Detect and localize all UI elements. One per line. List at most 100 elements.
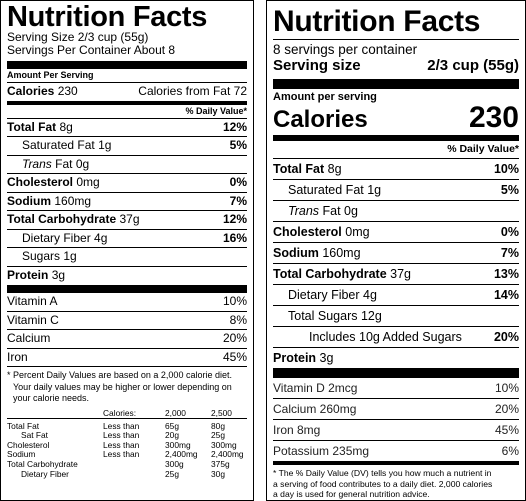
nutrient-dv: 7% — [500, 246, 519, 260]
nutrient-dv: 20% — [493, 330, 519, 344]
nutrient-amount: 37g — [119, 212, 140, 226]
table-row: Total Fat Less than 65g 80g — [7, 420, 247, 432]
new-label-title: Nutrition Facts — [273, 5, 481, 38]
nutrient-name: Dietary Fiber — [288, 288, 360, 302]
nutrient-name: Cholesterol — [7, 175, 74, 189]
new-vitamin-row: Iron 8mg 45% — [273, 419, 519, 440]
vitamin-name: Vitamin C — [7, 312, 59, 327]
table-row: Sodium Less than 2,400mg 2,400mg — [7, 450, 247, 460]
nutrient-amount: 0mg — [345, 225, 370, 239]
old-amount-per-serving: Amount Per Serving — [7, 70, 94, 80]
old-label-title: Nutrition Facts — [7, 1, 208, 33]
old-nutrient-row: Trans Fat 0g — [7, 154, 247, 174]
old-calories-label: Calories — [7, 84, 55, 98]
table-cell — [7, 409, 103, 419]
new-nutrient-row: Total Fat 8g 10% — [273, 158, 519, 179]
vitamin-dv: 10% — [222, 294, 247, 308]
vitamin-name: Calcium 260mg — [273, 402, 357, 416]
nutrient-amount: Fat 0g — [322, 204, 358, 218]
new-servings-per-container: 8 servings per container — [273, 42, 418, 57]
old-vitamin-row: Iron 45% — [7, 347, 247, 367]
new-nutrient-row: Saturated Fat 1g 5% — [273, 179, 519, 200]
old-servings-per-container: Servings Per Container About 8 — [7, 43, 176, 57]
new-nutrient-row: Cholesterol 0mg 0% — [273, 221, 519, 242]
nutrient-amount: 8g — [59, 119, 73, 134]
nutrient-dv: 16% — [222, 230, 247, 245]
nutrient-name: Dietary Fiber — [22, 230, 91, 245]
divider — [7, 100, 247, 105]
table-cell: Cholesterol — [7, 439, 50, 450]
table-header-row: Calories: 2,000 2,500 — [7, 408, 247, 419]
vitamin-dv: 45% — [494, 423, 519, 437]
new-nutrient-row: Includes 10g Added Sugars 20% — [273, 326, 519, 347]
divider — [273, 79, 519, 89]
table-cell: Total Fat — [7, 420, 40, 431]
new-calories-row: Calories 230 — [273, 103, 519, 135]
nutrient-amount: 3g — [319, 351, 334, 365]
vitamin-name: Potassium 235mg — [273, 444, 370, 458]
divider — [7, 61, 247, 69]
footnote-line: a day is used for general nutrition advi… — [273, 489, 430, 499]
table-cell: Total Carbohydrate — [7, 458, 78, 469]
new-nutrient-row: Protein 3g — [273, 347, 519, 368]
old-nutrient-row: Total Carbohydrate 37g 12% — [7, 210, 247, 229]
old-footnote: * Percent Daily Values are based on a 2,… — [7, 366, 247, 405]
nutrient-name: Saturated Fat — [22, 138, 95, 152]
old-calories-from-fat: Calories from Fat 72 — [138, 84, 247, 98]
table-cell: 300mg — [211, 439, 237, 450]
new-nutrient-row: Total Carbohydrate 37g 13% — [273, 263, 519, 284]
old-nutrient-row: Sodium 160mg 7% — [7, 191, 247, 211]
nutrient-amount: 160mg — [54, 193, 92, 208]
table-cell — [103, 470, 165, 480]
new-vitamin-row: Vitamin D 2mcg 10% — [273, 378, 519, 398]
table-cell: 65g — [165, 420, 179, 431]
table-cell: 20g — [165, 430, 179, 441]
nutrient-name: Total Fat — [273, 162, 325, 176]
nutrient-dv: 13% — [493, 267, 519, 281]
table-row: Total Carbohydrate 300g 375g — [7, 458, 247, 470]
old-dv-header: % Daily Value* — [185, 105, 247, 116]
nutrient-dv: 12% — [222, 119, 247, 134]
table-cell: 2,400mg — [211, 449, 244, 460]
table-row: Sat Fat Less than 20g 25g — [7, 431, 247, 441]
old-nutrient-row: Saturated Fat 1g 5% — [7, 136, 247, 155]
new-vitamin-row: Calcium 260mg 20% — [273, 398, 519, 419]
old-nutrient-row: Sugars 1g — [7, 247, 247, 266]
nutrient-dv: 7% — [229, 193, 247, 208]
vitamin-name: Calcium — [7, 331, 51, 345]
old-nutrient-row: Protein 3g — [7, 265, 247, 285]
nutrient-amount: 1g — [367, 183, 382, 197]
table-cell: Sodium — [7, 449, 36, 460]
new-footnote: * The % Daily Value (DV) tells you how m… — [273, 461, 519, 500]
nutrient-name: Sodium — [273, 246, 319, 260]
old-dv-reference-table: Calories: 2,000 2,500 Total Fat Less tha… — [7, 408, 247, 480]
divider — [273, 368, 519, 378]
old-vitamin-row: Calcium 20% — [7, 329, 247, 348]
nutrient-name: Total Carbohydrate — [273, 267, 387, 281]
new-nutrient-row: Total Sugars 12g — [273, 305, 519, 326]
nutrient-amount: 1g — [63, 249, 77, 263]
new-serving-size-value: 2/3 cup (55g) — [427, 57, 519, 74]
footnote-line: your calorie needs. — [13, 393, 90, 403]
old-dv-header-row: % Daily Value* — [7, 105, 247, 118]
nutrient-name: Sodium — [7, 193, 51, 208]
new-nutrient-row: Trans Fat 0g — [273, 200, 519, 221]
nutrient-name: Saturated Fat — [288, 183, 364, 197]
new-nutrition-label: Nutrition Facts 8 servings per container… — [266, 0, 526, 501]
nutrient-amount: 3g — [51, 267, 66, 282]
new-vitamin-row: Potassium 235mg 6% — [273, 440, 519, 461]
table-cell: Less than — [103, 439, 140, 450]
table-cell: 375g — [211, 458, 230, 469]
vitamin-dv: 20% — [494, 402, 519, 416]
vitamin-dv: 6% — [501, 444, 519, 458]
nutrient-amount: 160mg — [322, 246, 361, 260]
nutrient-dv: 0% — [500, 225, 519, 239]
old-vitamin-row: Vitamin C 8% — [7, 310, 247, 330]
nutrient-amount: Fat 0g — [55, 156, 90, 171]
table-cell: Less than — [103, 449, 140, 460]
divider — [273, 39, 519, 40]
table-cell: Less than — [103, 430, 140, 441]
new-dv-header-row: % Daily Value* — [273, 141, 519, 158]
new-nutrient-row: Sodium 160mg 7% — [273, 242, 519, 263]
new-calories-label: Calories — [273, 106, 368, 133]
